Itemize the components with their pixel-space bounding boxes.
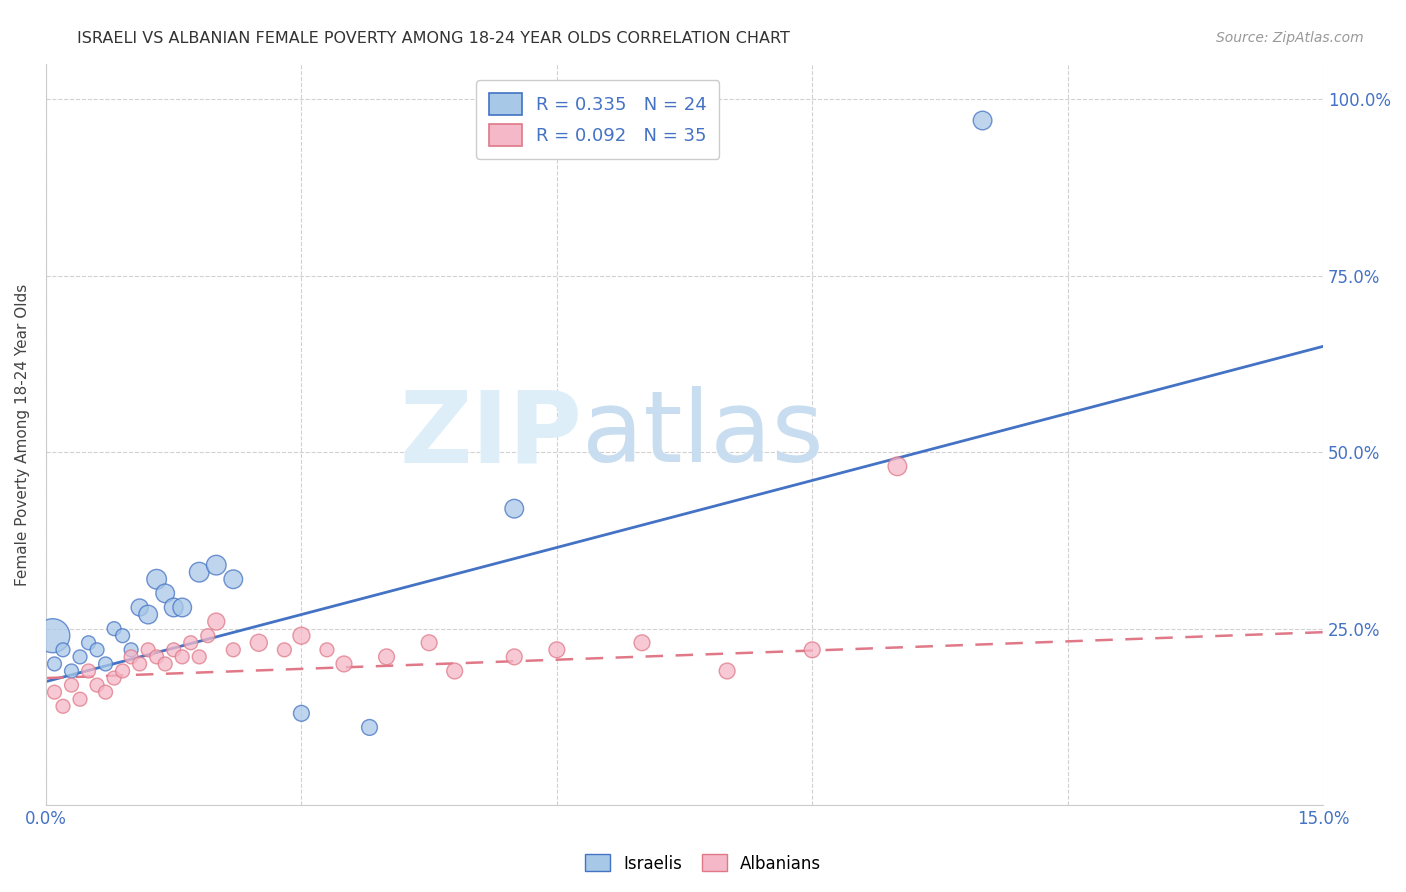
Point xyxy=(153,586,176,600)
Point xyxy=(120,649,142,664)
Point xyxy=(145,572,167,586)
Text: atlas: atlas xyxy=(582,386,824,483)
Point xyxy=(972,113,994,128)
Point xyxy=(42,629,65,643)
Point xyxy=(503,649,526,664)
Point xyxy=(60,678,83,692)
Point xyxy=(153,657,176,671)
Point xyxy=(247,636,270,650)
Point xyxy=(443,664,465,678)
Point xyxy=(180,636,202,650)
Point xyxy=(69,692,91,706)
Point xyxy=(163,600,186,615)
Point xyxy=(128,600,150,615)
Point xyxy=(316,642,339,657)
Point xyxy=(188,565,211,579)
Text: ZIP: ZIP xyxy=(399,386,582,483)
Point xyxy=(44,685,66,699)
Point xyxy=(172,649,194,664)
Point xyxy=(631,636,654,650)
Point xyxy=(103,671,125,685)
Point xyxy=(290,629,312,643)
Point xyxy=(94,685,117,699)
Point xyxy=(801,642,824,657)
Point xyxy=(172,600,194,615)
Point xyxy=(111,629,134,643)
Point xyxy=(197,629,219,643)
Point xyxy=(163,642,186,657)
Point xyxy=(375,649,398,664)
Point xyxy=(77,636,100,650)
Point xyxy=(120,642,142,657)
Text: Source: ZipAtlas.com: Source: ZipAtlas.com xyxy=(1216,31,1364,45)
Point xyxy=(52,642,75,657)
Point xyxy=(359,721,381,735)
Point xyxy=(273,642,295,657)
Point xyxy=(52,699,75,714)
Point xyxy=(503,501,526,516)
Text: ISRAELI VS ALBANIAN FEMALE POVERTY AMONG 18-24 YEAR OLDS CORRELATION CHART: ISRAELI VS ALBANIAN FEMALE POVERTY AMONG… xyxy=(77,31,790,46)
Point xyxy=(77,664,100,678)
Point xyxy=(86,642,108,657)
Point xyxy=(136,607,159,622)
Point xyxy=(418,636,440,650)
Point xyxy=(111,664,134,678)
Point xyxy=(716,664,738,678)
Point xyxy=(546,642,568,657)
Point xyxy=(44,657,66,671)
Point xyxy=(103,622,125,636)
Point xyxy=(136,642,159,657)
Point xyxy=(94,657,117,671)
Point xyxy=(128,657,150,671)
Point xyxy=(145,649,167,664)
Point xyxy=(333,657,356,671)
Point xyxy=(205,558,228,573)
Point xyxy=(290,706,312,721)
Point xyxy=(222,642,245,657)
Point xyxy=(222,572,245,586)
Point xyxy=(205,615,228,629)
Point xyxy=(60,664,83,678)
Point xyxy=(886,459,908,474)
Y-axis label: Female Poverty Among 18-24 Year Olds: Female Poverty Among 18-24 Year Olds xyxy=(15,284,30,586)
Point xyxy=(86,678,108,692)
Legend: R = 0.335   N = 24, R = 0.092   N = 35: R = 0.335 N = 24, R = 0.092 N = 35 xyxy=(477,80,720,159)
Legend: Israelis, Albanians: Israelis, Albanians xyxy=(578,847,828,880)
Point xyxy=(69,649,91,664)
Point xyxy=(188,649,211,664)
